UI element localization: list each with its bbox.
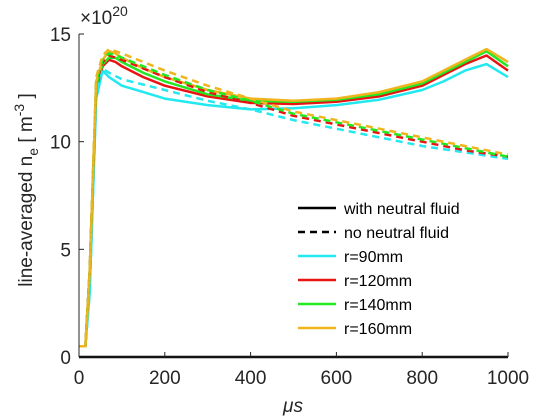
x-axis-label: μs — [282, 396, 303, 417]
series-line-3 — [79, 47, 509, 348]
series-line-2 — [79, 49, 509, 348]
y-axis-label: line-averaged ne [ m-3 ] — [11, 93, 41, 286]
x-tick-label: 400 — [235, 368, 267, 389]
y-exponent-label: ×1020 — [80, 3, 128, 29]
y-tick-label: 15 — [50, 25, 71, 46]
legend-label: r=140mm — [344, 297, 412, 314]
x-tick-label: 600 — [321, 368, 353, 389]
x-tick-label: 800 — [406, 368, 438, 389]
legend-label: r=160mm — [344, 321, 412, 338]
legend-label: r=120mm — [344, 273, 412, 290]
y-tick-label: 10 — [50, 133, 71, 154]
x-tick-label: 0 — [74, 368, 85, 389]
legend: with neutral fluid no neutral fluid r=90mm… — [298, 201, 460, 338]
tick-labels-group: 0 200 400 600 800 1000 0 5 10 15 — [50, 25, 529, 389]
x-tick-label: 200 — [149, 368, 181, 389]
y-tick-label: 0 — [60, 348, 71, 369]
series-line-6 — [79, 52, 509, 348]
legend-label: r=90mm — [344, 249, 403, 266]
plot-series-group — [79, 47, 509, 359]
axes-group — [78, 33, 509, 358]
series-line-7 — [79, 47, 509, 348]
legend-label: with neutral fluid — [343, 201, 460, 218]
y-tick-label: 5 — [60, 240, 71, 261]
legend-label: no neutral fluid — [344, 225, 449, 242]
x-tick-label: 1000 — [487, 368, 529, 389]
